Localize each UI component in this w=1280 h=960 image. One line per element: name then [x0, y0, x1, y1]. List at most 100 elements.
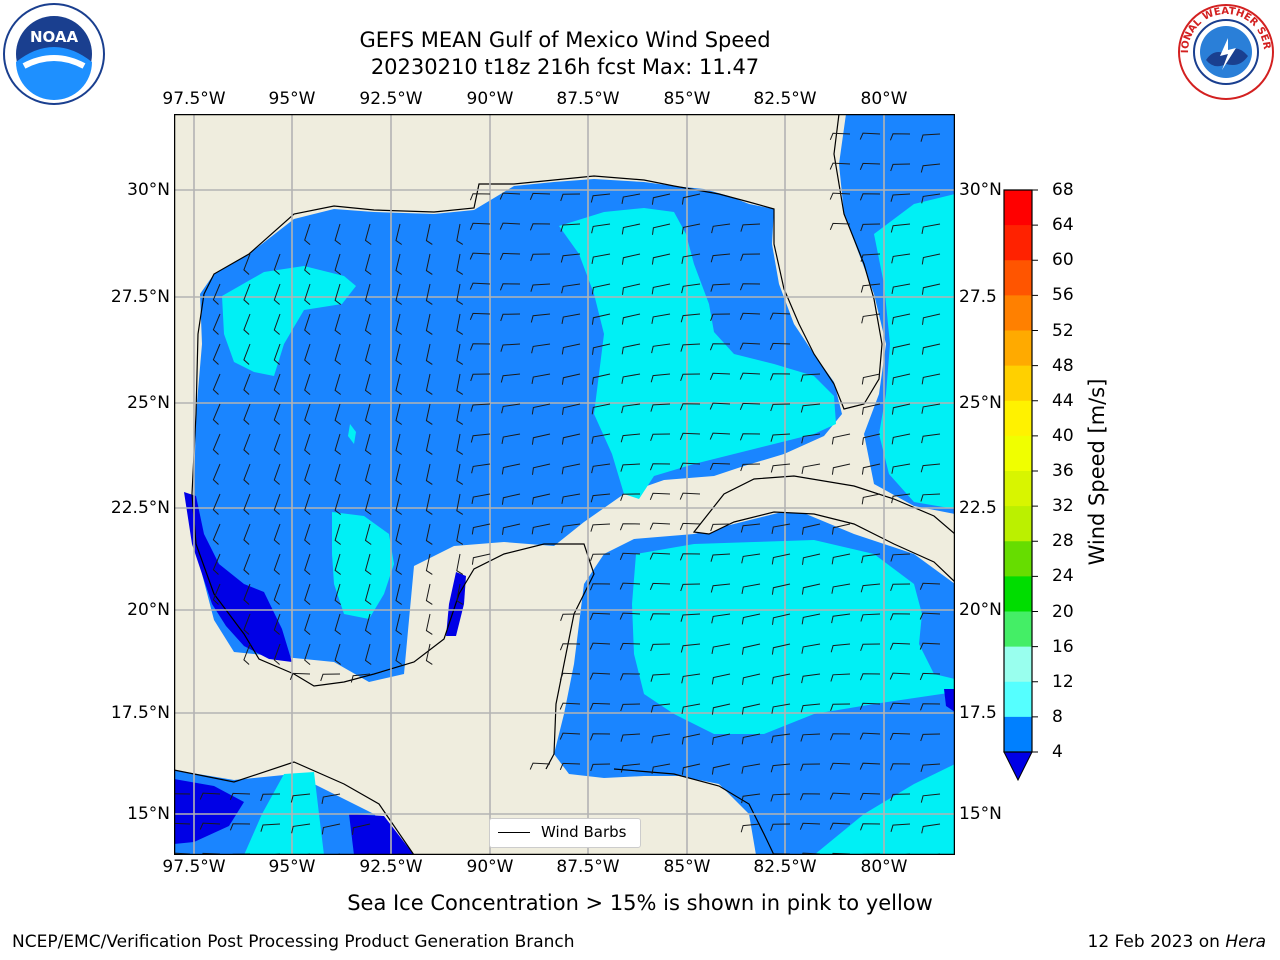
wind-barb — [304, 643, 311, 665]
wind-barb — [589, 642, 611, 650]
wind-barb — [649, 522, 671, 530]
wind-barb — [364, 253, 372, 275]
wind-barb — [364, 283, 372, 305]
legend: Wind Barbs — [489, 818, 641, 848]
wind-barb — [243, 283, 251, 305]
honduras-coastline — [613, 768, 775, 855]
wind-barb — [711, 763, 731, 775]
wind-barb — [770, 763, 791, 773]
wind-barb — [273, 523, 281, 545]
wind-barb — [741, 583, 761, 594]
wind-barb — [740, 223, 761, 232]
wind-barb — [395, 433, 402, 455]
wind-barb — [561, 313, 581, 324]
wind-barb — [334, 253, 341, 275]
wind-barb — [891, 253, 911, 264]
chart-title: GEFS MEAN Gulf of Mexico Wind Speed — [359, 28, 771, 52]
lon-tick-bottom: 87.5°W — [556, 857, 620, 877]
wind-barb — [921, 823, 941, 834]
wind-barb — [591, 403, 611, 415]
wind-barb — [831, 613, 851, 624]
wind-barb — [680, 613, 701, 622]
wind-barb — [890, 763, 911, 771]
wind-barb — [921, 343, 941, 355]
wind-barb — [831, 433, 851, 445]
wind-barb — [861, 313, 881, 324]
wind-barb — [395, 643, 402, 665]
wind-barb — [920, 493, 941, 502]
wind-barb — [304, 523, 311, 545]
wind-barb — [501, 463, 521, 475]
colorbar-tick-label: 68 — [1052, 180, 1074, 200]
wind-barb — [681, 703, 701, 714]
wind-barb — [739, 283, 761, 291]
wind-barb — [651, 343, 671, 354]
wind-barb — [892, 373, 911, 385]
wind-barb — [334, 523, 341, 545]
wind-barb — [830, 643, 851, 653]
wind-barb — [364, 493, 372, 515]
lat-tick-left: 15°N — [127, 804, 170, 824]
wind-barb — [425, 283, 433, 305]
lat-tick-right: 17.5 — [959, 703, 997, 723]
colorbar — [1003, 189, 1038, 782]
colorbar-tick-label: 36 — [1052, 461, 1074, 481]
wind-barb — [829, 132, 851, 140]
wind-barb — [591, 463, 611, 474]
wind-barb — [800, 373, 821, 382]
wind-barb — [289, 672, 311, 680]
wind-barb — [800, 763, 821, 771]
wind-barb — [831, 523, 851, 535]
wind-barb — [364, 223, 372, 245]
wind-barb — [561, 283, 581, 294]
wind-barb — [681, 253, 701, 264]
wind-barb — [620, 763, 641, 773]
wind-barb — [456, 553, 464, 575]
wind-barb — [243, 403, 251, 425]
wind-barb — [334, 313, 341, 335]
gulf-coastline — [203, 114, 883, 410]
wind-barb — [681, 673, 701, 684]
lon-tick-bottom: 92.5°W — [359, 857, 423, 877]
wind-barb — [619, 673, 641, 681]
wind-barb — [304, 553, 311, 575]
wind-barb — [212, 403, 221, 425]
wind-barb — [499, 192, 521, 200]
lat-tick-right: 22.5 — [959, 498, 997, 518]
wind-barb — [559, 702, 581, 710]
wind-barb — [741, 733, 761, 745]
wind-barb — [891, 343, 911, 355]
wind-barb — [651, 733, 671, 744]
wind-barb — [891, 403, 911, 415]
wind-barb — [859, 702, 881, 710]
wind-barb — [334, 433, 341, 455]
wind-barb — [709, 372, 731, 380]
wind-barb — [891, 313, 911, 325]
wind-barb — [650, 673, 671, 682]
wind-barb — [425, 463, 433, 485]
wind-barb — [920, 163, 941, 173]
wind-barb — [590, 553, 611, 561]
pacific-wind-slow-east — [349, 814, 414, 855]
wind-barb — [920, 763, 941, 772]
wind-barb — [889, 702, 911, 710]
wind-barb — [740, 523, 761, 533]
wind-barb — [212, 433, 221, 455]
lon-tick-top: 80°W — [860, 89, 908, 109]
wind-barb — [425, 403, 433, 425]
wind-barb — [620, 703, 641, 712]
wind-barb — [334, 463, 341, 485]
wind-barb — [741, 703, 761, 715]
wind-barb — [589, 612, 611, 620]
wind-barb — [425, 313, 433, 335]
wind-barb — [769, 342, 791, 350]
colorbar-segment — [1004, 646, 1032, 683]
wind-barb — [395, 373, 402, 395]
wind-barb — [919, 642, 941, 650]
wind-barb — [859, 132, 881, 140]
legend-line-icon — [498, 832, 530, 833]
wind-barb — [470, 433, 491, 443]
wind-barb — [921, 283, 941, 295]
legend-label: Wind Barbs — [541, 823, 627, 841]
wind-barb — [739, 312, 761, 320]
